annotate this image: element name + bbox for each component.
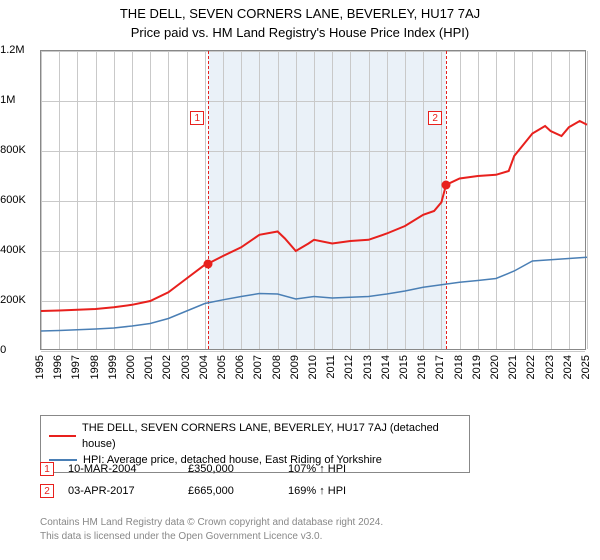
x-tick-label: 2003: [180, 355, 192, 379]
footer-attribution: Contains HM Land Registry data © Crown c…: [40, 516, 383, 544]
y-tick-label: £1.2M: [0, 44, 34, 56]
chart-lines: [41, 51, 587, 351]
x-tick-label: 2022: [525, 355, 537, 379]
y-tick-label: £0: [0, 344, 34, 356]
x-tick-label: 1995: [34, 355, 46, 379]
x-tick-label: 1998: [89, 355, 101, 379]
sale-price: £665,000: [188, 485, 288, 497]
grid-h: [41, 351, 585, 352]
x-tick-label: 2024: [562, 355, 574, 379]
sale-price: £350,000: [188, 463, 288, 475]
x-tick-label: 2002: [161, 355, 173, 379]
x-tick-label: 2015: [398, 355, 410, 379]
x-tick-label: 2020: [489, 355, 501, 379]
x-tick-label: 1996: [52, 355, 64, 379]
footer-line1: Contains HM Land Registry data © Crown c…: [40, 516, 383, 530]
x-tick-label: 2004: [198, 355, 210, 379]
sale-date: 03-APR-2017: [68, 485, 188, 497]
x-tick-label: 2005: [216, 355, 228, 379]
x-tick-label: 2006: [234, 355, 246, 379]
x-tick-label: 2017: [434, 355, 446, 379]
series-property: [41, 121, 587, 311]
x-tick-label: 2011: [325, 355, 337, 379]
x-tick-label: 2025: [580, 355, 592, 379]
sale-row: 2 03-APR-2017£665,000169% ↑ HPI: [40, 484, 408, 498]
sale-pct: 107% ↑ HPI: [288, 463, 408, 475]
sale-date: 10-MAR-2004: [68, 463, 188, 475]
x-tick-label: 2001: [143, 355, 155, 379]
plot-area: 12: [40, 50, 586, 350]
y-tick-label: £200K: [0, 294, 34, 306]
x-tick-label: 2014: [380, 355, 392, 379]
chart-title-sub: Price paid vs. HM Land Registry's House …: [0, 21, 600, 40]
legend-label: THE DELL, SEVEN CORNERS LANE, BEVERLEY, …: [82, 420, 461, 452]
sale-pct: 169% ↑ HPI: [288, 485, 408, 497]
x-tick-label: 2000: [125, 355, 137, 379]
x-tick-label: 2016: [416, 355, 428, 379]
x-tick-label: 2018: [453, 355, 465, 379]
x-tick-label: 1999: [107, 355, 119, 379]
legend-row: THE DELL, SEVEN CORNERS LANE, BEVERLEY, …: [49, 420, 461, 452]
x-tick-label: 2019: [471, 355, 483, 379]
x-tick-label: 2008: [271, 355, 283, 379]
y-tick-label: £600K: [0, 194, 34, 206]
sale-row: 1 10-MAR-2004£350,000107% ↑ HPI: [40, 462, 408, 476]
y-tick-label: £400K: [0, 244, 34, 256]
x-tick-label: 2023: [544, 355, 556, 379]
legend-swatch: [49, 459, 77, 461]
footer-line2: This data is licensed under the Open Gov…: [40, 530, 383, 544]
sale-row-marker: 1: [40, 462, 54, 476]
x-tick-label: 2013: [362, 355, 374, 379]
y-tick-label: £800K: [0, 144, 34, 156]
x-tick-label: 2010: [307, 355, 319, 379]
x-tick-label: 1997: [70, 355, 82, 379]
x-tick-label: 2012: [343, 355, 355, 379]
series-hpi: [41, 257, 587, 331]
grid-v: [587, 51, 588, 349]
x-tick-label: 2007: [252, 355, 264, 379]
sale-row-marker: 2: [40, 484, 54, 498]
x-tick-label: 2009: [289, 355, 301, 379]
x-tick-label: 2021: [507, 355, 519, 379]
y-tick-label: £1M: [0, 94, 34, 106]
chart-title-main: THE DELL, SEVEN CORNERS LANE, BEVERLEY, …: [0, 0, 600, 21]
price-chart: 12£0£200K£400K£600K£800K£1M£1.2M19951996…: [40, 50, 586, 380]
legend-swatch: [49, 435, 76, 437]
